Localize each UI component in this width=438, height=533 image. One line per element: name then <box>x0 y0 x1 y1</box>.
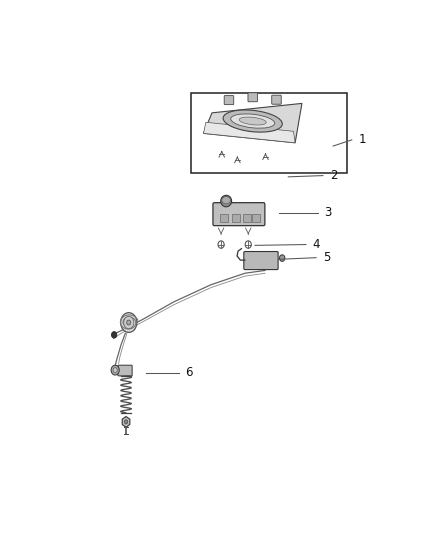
Circle shape <box>279 255 285 261</box>
Bar <box>243 214 251 222</box>
Polygon shape <box>204 122 295 143</box>
Ellipse shape <box>222 197 230 204</box>
Circle shape <box>120 313 137 333</box>
Ellipse shape <box>223 110 283 132</box>
FancyBboxPatch shape <box>272 95 281 104</box>
FancyBboxPatch shape <box>224 95 234 104</box>
Circle shape <box>111 365 119 375</box>
Ellipse shape <box>221 195 232 207</box>
Bar <box>220 214 228 222</box>
Text: 6: 6 <box>185 366 193 379</box>
Text: 2: 2 <box>330 169 337 182</box>
FancyBboxPatch shape <box>118 365 132 376</box>
Polygon shape <box>204 103 302 143</box>
Bar <box>251 214 260 222</box>
Ellipse shape <box>231 114 275 128</box>
Text: 3: 3 <box>325 206 332 219</box>
Circle shape <box>127 320 131 325</box>
Circle shape <box>113 368 117 373</box>
FancyBboxPatch shape <box>244 252 278 270</box>
Bar <box>232 214 240 222</box>
Polygon shape <box>122 416 130 427</box>
FancyBboxPatch shape <box>248 93 258 102</box>
Bar <box>191 93 347 173</box>
Circle shape <box>124 317 134 329</box>
Text: 5: 5 <box>323 251 330 264</box>
Text: 4: 4 <box>313 238 320 251</box>
Ellipse shape <box>239 117 266 125</box>
Text: 1: 1 <box>359 133 366 147</box>
FancyBboxPatch shape <box>213 203 265 225</box>
Circle shape <box>111 332 117 338</box>
Circle shape <box>124 420 128 424</box>
